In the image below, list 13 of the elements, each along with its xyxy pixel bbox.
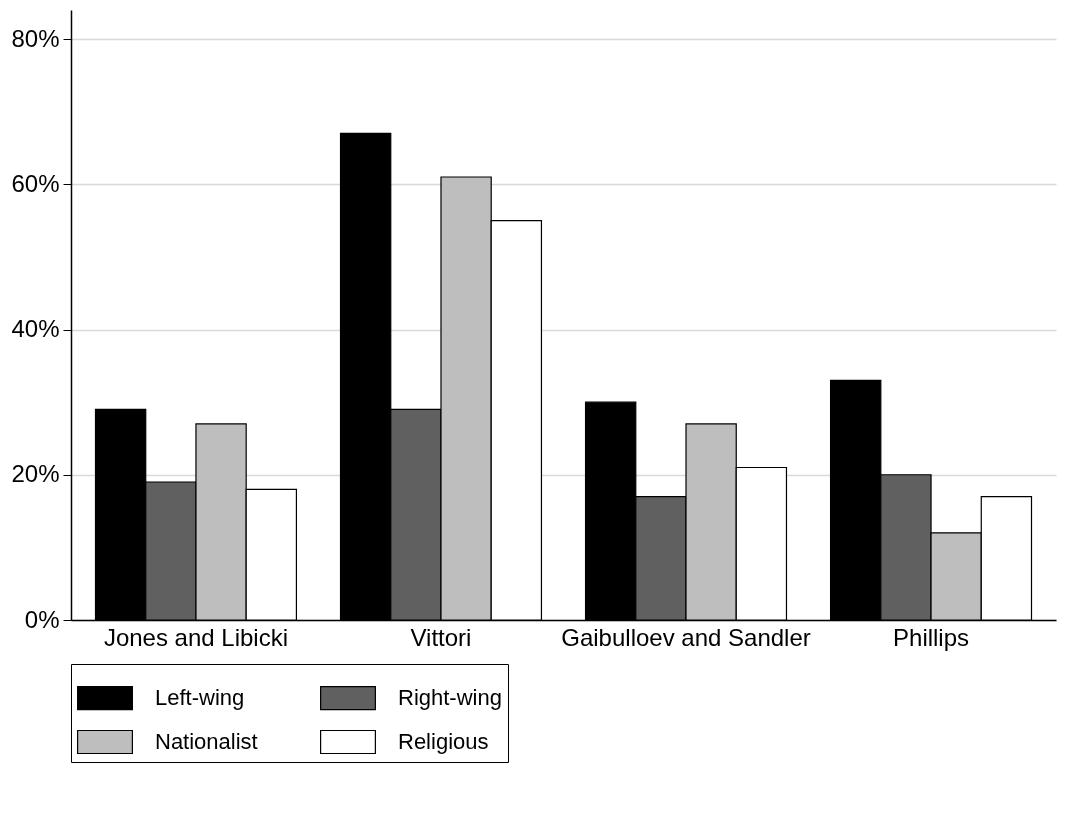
x-tick-label: Jones and Libicki xyxy=(103,623,289,651)
y-tick-label: 0% xyxy=(24,605,60,633)
legend-label: Nationalist xyxy=(155,729,258,754)
legend-label: Left-wing xyxy=(155,685,245,711)
y-tick-label: 20% xyxy=(11,460,60,488)
x-tick-label: Gaibulloev and Sandler xyxy=(561,623,811,651)
y-tick-label: 60% xyxy=(11,169,60,197)
x-tick-label: Vittori xyxy=(410,623,472,651)
y-tick-label: 40% xyxy=(11,315,60,343)
legend-label: Religious xyxy=(398,729,489,754)
y-tick-label: 80% xyxy=(11,24,60,52)
x-tick-label: Phillips xyxy=(893,623,970,651)
legend-label: Right-wing xyxy=(398,685,502,711)
